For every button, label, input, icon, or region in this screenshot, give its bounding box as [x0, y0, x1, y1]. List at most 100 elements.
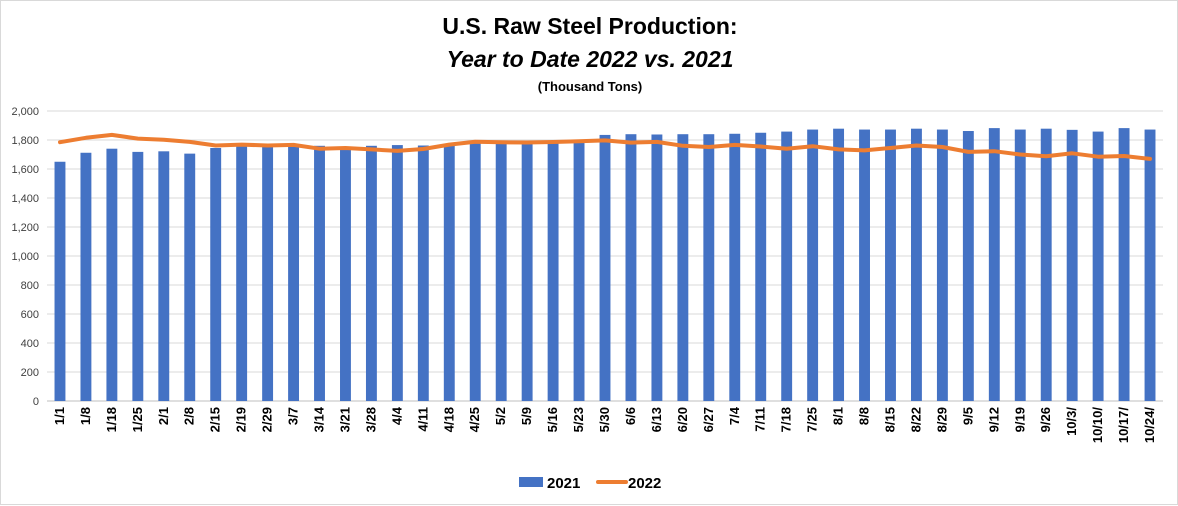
bar-2021: [132, 152, 143, 401]
bar-2021: [496, 144, 507, 401]
x-tick-label: 1/1: [52, 407, 67, 425]
bar-2021: [340, 147, 351, 401]
y-tick-label: 2,000: [11, 106, 39, 118]
bar-2021: [418, 146, 429, 401]
bar-2021: [80, 153, 91, 401]
bar-2021: [522, 143, 533, 401]
legend-label-2021: 2021: [547, 475, 580, 492]
bar-2021: [1041, 129, 1052, 401]
chart-subtitle: Year to Date 2022 vs. 2021: [447, 46, 734, 72]
bar-2021: [574, 141, 585, 401]
y-tick-label: 1,000: [11, 251, 39, 263]
x-tick-label: 7/25: [805, 407, 820, 432]
x-tick-label: 10/24/: [1142, 407, 1157, 444]
x-tick-label: 3/14: [312, 406, 327, 432]
bar-2021: [989, 128, 1000, 401]
bar-2021: [1119, 128, 1130, 401]
x-tick-label: 3/28: [363, 407, 378, 432]
bar-2021: [184, 154, 195, 401]
x-tick-label: 4/18: [441, 407, 456, 432]
x-tick-label: 8/22: [908, 407, 923, 432]
bar-2021: [781, 132, 792, 401]
bar-2021: [833, 129, 844, 401]
chart-units-label: (Thousand Tons): [538, 79, 642, 94]
y-tick-label: 1,200: [11, 222, 39, 234]
x-tick-label: 3/7: [286, 407, 301, 425]
x-tick-label: 8/29: [934, 407, 949, 432]
y-tick-label: 600: [21, 309, 39, 321]
legend: 2021 2022: [519, 475, 661, 492]
x-tick-label: 2/8: [182, 407, 197, 425]
y-tick-label: 200: [21, 367, 39, 379]
bar-2021: [288, 145, 299, 401]
x-tick-label: 2/1: [156, 407, 171, 425]
y-tick-label: 1,800: [11, 135, 39, 147]
x-tick-label: 5/9: [519, 407, 534, 425]
x-tick-label: 1/8: [78, 407, 93, 425]
y-tick-label: 1,400: [11, 193, 39, 205]
x-tick-label: 2/15: [208, 407, 223, 432]
x-tick-label: 4/4: [389, 406, 404, 425]
x-tick-label: 6/20: [675, 407, 690, 432]
bar-2021: [1093, 132, 1104, 401]
legend-label-2022: 2022: [628, 475, 661, 492]
x-tick-label: 10/17/: [1116, 407, 1131, 444]
y-tick-label: 0: [33, 396, 39, 408]
x-tick-label: 9/26: [1038, 407, 1053, 432]
bar-2021: [911, 129, 922, 401]
bar-2021: [262, 146, 273, 401]
bar-2021: [729, 134, 740, 401]
x-tick-label: 6/27: [701, 407, 716, 432]
bar-2021: [937, 130, 948, 401]
x-tick-label: 2/19: [234, 407, 249, 432]
x-tick-label: 1/18: [104, 407, 119, 432]
bar-2021: [1015, 130, 1026, 401]
series-2021-bars: [55, 128, 1156, 401]
x-tick-label: 4/25: [467, 407, 482, 432]
bar-2021: [1145, 130, 1156, 401]
x-tick-label: 9/19: [1012, 407, 1027, 432]
bar-2021: [55, 162, 66, 401]
x-tick-label: 1/25: [130, 407, 145, 432]
x-tick-label: 2/29: [260, 407, 275, 432]
bar-2021: [651, 134, 662, 401]
chart-title: U.S. Raw Steel Production:: [442, 13, 737, 39]
x-tick-label: 8/1: [831, 407, 846, 425]
x-tick-label: 3/21: [337, 407, 352, 432]
bar-2021: [158, 151, 169, 401]
bar-2021: [236, 147, 247, 401]
y-tick-label: 1,600: [11, 164, 39, 176]
x-tick-label: 6/6: [623, 407, 638, 425]
x-tick-label: 4/11: [415, 407, 430, 432]
x-tick-label: 5/30: [597, 407, 612, 432]
y-tick-label: 800: [21, 280, 39, 292]
bar-2021: [626, 134, 637, 401]
bar-2021: [600, 135, 611, 401]
bar-2021: [366, 146, 377, 401]
bar-2021: [807, 130, 818, 401]
x-tick-label: 5/16: [545, 407, 560, 432]
x-tick-label: 9/5: [960, 407, 975, 425]
bar-2021: [392, 145, 403, 401]
y-axis-ticks: 0 200 400 600 800 1,000 1,200 1,400 1,600 1,800 2,…: [11, 106, 39, 408]
x-tick-label: 7/4: [727, 406, 742, 425]
x-tick-label: 8/15: [882, 407, 897, 432]
x-tick-label: 5/23: [571, 407, 586, 432]
x-tick-label: 9/12: [986, 407, 1001, 432]
bar-2021: [677, 134, 688, 401]
x-tick-label: 5/2: [493, 407, 508, 425]
bar-2021: [1067, 130, 1078, 401]
bar-2021: [548, 143, 559, 401]
y-tick-label: 400: [21, 338, 39, 350]
bar-2021: [444, 145, 455, 401]
x-axis-ticks: 1/1 1/8 1/18 1/25 2/1 2/8 2/15 2/19 2/29 3/7 3/14 3…: [52, 406, 1157, 443]
x-tick-label: 10/3/: [1064, 407, 1079, 436]
x-tick-label: 8/8: [857, 407, 872, 425]
x-tick-label: 6/13: [649, 407, 664, 432]
bar-2021: [885, 130, 896, 401]
bar-2021: [963, 131, 974, 401]
x-tick-label: 10/10/: [1090, 407, 1105, 444]
bar-2021: [470, 143, 481, 401]
bar-2021: [106, 149, 117, 401]
